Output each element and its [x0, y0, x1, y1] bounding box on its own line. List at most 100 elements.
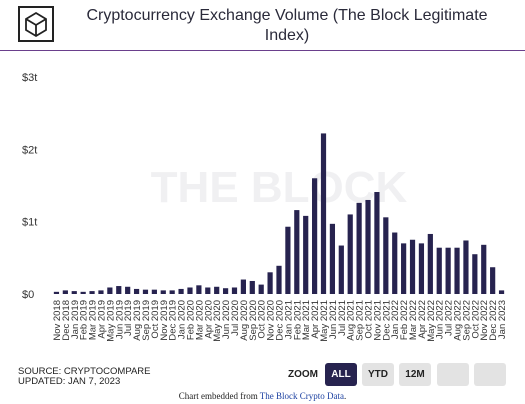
bar [196, 285, 202, 294]
x-tick-label: Oct 2020 [257, 300, 268, 339]
x-tick-label: Nov 2020 [266, 300, 277, 341]
x-tick-label: Sep 2022 [461, 300, 472, 341]
bar [187, 287, 193, 294]
x-tick-label: Feb 2020 [185, 300, 196, 340]
x-tick-label: Mar 2019 [88, 300, 99, 340]
x-tick-label: May 2021 [319, 300, 330, 342]
x-tick-label: Apr 2021 [310, 300, 321, 339]
x-tick-label: Oct 2021 [364, 300, 375, 339]
updated: UPDATED: JAN 7, 2023 [18, 376, 121, 387]
x-tick-label: Jul 2021 [337, 300, 348, 336]
bar [436, 247, 442, 294]
y-tick-label: $0 [22, 289, 34, 301]
zoom-button[interactable]: 12M [399, 363, 431, 386]
bar [107, 287, 113, 294]
bar [472, 254, 478, 294]
bar [285, 226, 291, 294]
x-tick-label: Mar 2020 [194, 300, 205, 340]
x-tick-label: Jan 2022 [390, 300, 401, 339]
x-tick-label: Jun 2019 [114, 300, 125, 339]
x-tick-label: Feb 2021 [292, 300, 303, 340]
footer: Chart embedded from The Block Crypto Dat… [0, 391, 525, 401]
bar [365, 199, 371, 294]
zoom-button[interactable] [474, 363, 506, 386]
x-tick-label: Feb 2019 [79, 300, 90, 340]
x-tick-label: Apr 2020 [203, 300, 214, 339]
bar [383, 217, 389, 294]
x-tick-label: Jun 2022 [435, 300, 446, 339]
bar [178, 288, 184, 294]
x-tick-label: Jun 2020 [221, 300, 232, 339]
x-tick-label: Nov 2021 [372, 300, 383, 341]
x-tick-label: Apr 2019 [96, 300, 107, 339]
x-tick-label: Oct 2022 [470, 300, 481, 339]
y-tick-label: $1t [22, 217, 37, 229]
bar [142, 289, 149, 294]
bar [71, 291, 77, 294]
bar [214, 286, 220, 294]
bar [116, 286, 122, 294]
x-tick-label: Jul 2019 [123, 300, 134, 336]
footer-end: . [344, 391, 347, 401]
bar [392, 232, 398, 294]
x-tick-label: May 2022 [426, 300, 437, 342]
bar [303, 215, 309, 294]
footer-text: Chart embedded from [178, 391, 260, 401]
x-tick-label: Mar 2021 [301, 300, 312, 340]
bar [249, 280, 255, 294]
bar [276, 265, 282, 294]
footer-link[interactable]: The Block Crypto Data [259, 391, 345, 401]
bar [169, 290, 175, 294]
watermark: THE BLOCK [151, 163, 408, 212]
x-tick-label: Mar 2022 [408, 300, 419, 340]
bar [231, 287, 238, 294]
bar [356, 202, 362, 294]
bar [418, 243, 425, 294]
x-tick-label: Apr 2022 [417, 300, 428, 339]
x-tick-label: Aug 2019 [132, 300, 143, 341]
x-tick-label: Aug 2020 [239, 300, 250, 341]
bar [454, 247, 460, 294]
bar [125, 286, 131, 294]
bar [98, 290, 104, 294]
title: Cryptocurrency Exchange Volume (The Bloc… [86, 7, 488, 44]
bar [427, 233, 433, 294]
bar [312, 178, 318, 294]
zoom-label: ZOOM [288, 369, 318, 380]
bar [133, 288, 140, 294]
bar [329, 223, 336, 294]
x-tick-label: Nov 2019 [159, 300, 170, 341]
x-tick-label: Sep 2021 [355, 300, 366, 341]
x-tick-label: May 2019 [105, 300, 116, 342]
bar [409, 239, 416, 294]
x-tick-label: Jan 2020 [177, 300, 188, 339]
bar [240, 279, 246, 294]
x-tick-label: Jan 2019 [70, 300, 81, 339]
x-tick-label: Dec 2021 [381, 300, 392, 341]
bar [401, 243, 407, 294]
y-tick-label: $2t [22, 144, 37, 156]
bar [89, 291, 95, 294]
bar [498, 290, 505, 294]
x-tick-label: Jul 2020 [230, 300, 241, 336]
bar [267, 272, 273, 294]
x-tick-label: Jul 2022 [444, 300, 455, 336]
bar [294, 210, 300, 294]
bar [445, 247, 451, 294]
x-tick-label: Dec 2022 [488, 300, 499, 341]
zoom-button[interactable]: YTD [362, 363, 394, 386]
x-tick-label: Nov 2018 [52, 300, 63, 341]
x-tick-label: Jan 2021 [283, 300, 294, 339]
bar [338, 245, 344, 294]
bar [160, 290, 166, 294]
zoom-button[interactable]: ALL [325, 363, 357, 386]
zoom-button[interactable] [437, 363, 469, 386]
x-tick-label: Dec 2020 [275, 300, 286, 341]
y-tick-label: $3t [22, 72, 37, 84]
x-tick-label: Aug 2022 [453, 300, 464, 341]
x-tick-label: Nov 2022 [479, 300, 490, 341]
bar [62, 290, 68, 294]
bar [490, 267, 496, 294]
x-tick-label: Dec 2018 [61, 300, 72, 341]
